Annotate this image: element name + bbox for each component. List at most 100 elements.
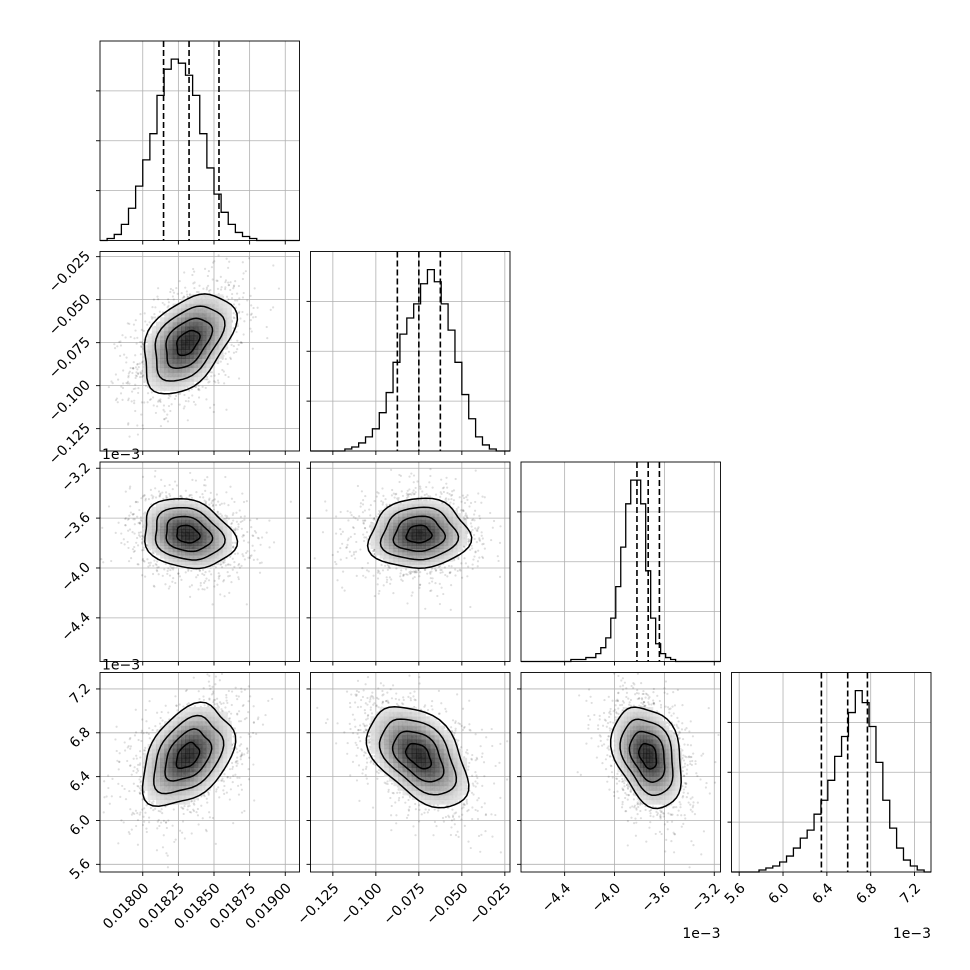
sample-point [234,552,237,556]
density-cell [181,535,186,540]
density-cell [181,321,186,327]
sample-point [127,517,130,521]
sample-point [116,345,119,348]
sample-point [134,319,137,322]
sample-point [136,515,139,518]
sample-point [207,579,211,582]
density-cell [189,551,195,556]
sample-point [216,287,220,290]
density-cell [160,522,165,527]
sample-point [219,563,222,566]
sample-point [429,495,432,498]
sample-point [232,344,235,348]
density-cell [210,526,216,530]
density-cell [172,344,178,350]
density-cell [172,558,178,562]
density-cell [185,564,191,569]
sample-point [456,569,459,573]
sample-point [257,537,260,540]
density-cell [193,367,199,373]
sample-point [245,551,248,555]
sample-point [250,554,253,557]
density-cell [185,340,191,346]
sample-point [227,284,230,287]
sample-point [249,555,252,558]
sample-point [133,399,136,402]
sample-point [127,529,130,532]
sample-point [388,566,392,569]
sample-point [237,523,240,526]
density-cell [181,516,186,521]
sample-point [241,277,245,281]
density-cell [147,381,153,387]
sample-point [240,341,243,344]
sample-point [202,287,205,290]
sample-point [186,295,190,299]
density-cell [172,548,178,553]
sample-point [431,486,434,489]
density-cell [164,506,170,511]
sample-point [142,329,145,333]
sample-point [381,487,384,490]
density-cell [172,330,178,337]
density-cell [172,321,178,327]
density-cell [176,558,182,562]
sample-point [117,521,120,524]
sample-point [122,382,125,385]
scatter-panel-2-0 [100,462,300,662]
density-cell [193,308,199,314]
sample-point [140,372,143,376]
sample-point [131,513,135,516]
density-cell [172,510,178,514]
sample-point [127,422,130,425]
sample-point [232,528,235,531]
contour-line-1 [165,317,214,369]
sample-point [136,501,139,504]
sample-point [473,519,476,522]
sample-point [350,554,353,557]
sample-point [124,517,127,520]
sample-point [154,411,158,415]
sample-point [368,508,371,511]
density-cell [214,326,220,332]
sample-point [141,542,144,545]
sample-point [458,568,462,571]
density-cell [210,516,216,521]
sample-point [191,394,194,397]
density-cell [168,367,174,373]
sample-point [138,362,141,365]
density-cell [197,529,203,534]
density-cell [197,561,203,566]
sample-point [445,497,448,500]
sample-point [465,515,468,519]
density-cell [227,535,232,540]
sample-point [129,485,132,488]
sample-point [471,518,475,521]
sample-point [482,542,485,545]
sample-point [417,568,420,571]
sample-point [219,512,222,515]
density-cell [168,344,174,350]
sample-point [411,591,414,594]
density-cell [193,344,199,350]
sample-point [183,405,186,408]
sample-point [483,547,486,550]
density-cell [151,358,157,364]
sample-point [147,565,150,568]
sample-point [220,514,223,517]
sample-point [455,507,458,511]
sample-point [101,526,104,529]
density-cell [193,340,199,346]
sample-point [219,593,222,596]
density-cell [181,503,186,508]
sample-point [250,526,253,529]
sample-point [137,387,140,390]
sample-point [208,570,211,573]
density-cell [185,542,191,546]
sample-point [127,372,130,375]
density-cell [168,545,174,550]
sample-point [272,264,275,267]
density-cell [189,519,195,524]
density-cell [172,335,178,341]
histogram-step-line [521,479,721,663]
